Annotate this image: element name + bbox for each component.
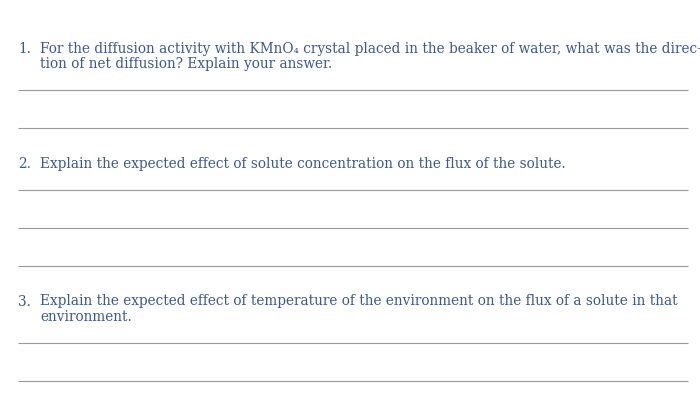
Text: environment.: environment.	[40, 309, 132, 323]
Text: 3.: 3.	[18, 294, 31, 308]
Text: For the diffusion activity with KMnO₄ crystal placed in the beaker of water, wha: For the diffusion activity with KMnO₄ cr…	[40, 42, 700, 56]
Text: Explain the expected effect of solute concentration on the flux of the solute.: Explain the expected effect of solute co…	[40, 157, 566, 171]
Text: 1.: 1.	[18, 42, 31, 56]
Text: 2.: 2.	[18, 157, 31, 171]
Text: tion of net diffusion? Explain your answer.: tion of net diffusion? Explain your answ…	[40, 57, 332, 71]
Text: Explain the expected effect of temperature of the environment on the flux of a s: Explain the expected effect of temperatu…	[40, 294, 678, 308]
